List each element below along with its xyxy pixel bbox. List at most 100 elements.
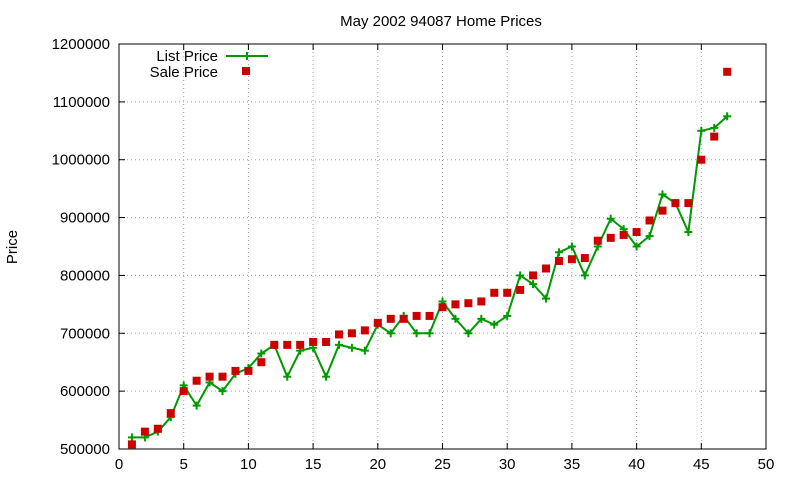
data-point: [503, 311, 512, 320]
data-point: [257, 358, 266, 367]
x-tick-label: 5: [180, 456, 188, 473]
data-point: [244, 366, 253, 375]
legend-marker-list-price: [243, 52, 251, 60]
data-point: [464, 329, 473, 338]
data-point: [723, 67, 732, 76]
data-point: [606, 233, 615, 242]
series-line: [131, 115, 728, 439]
data-point: [153, 424, 162, 433]
data-point: [542, 264, 551, 273]
data-point: [723, 112, 732, 121]
data-point: [606, 214, 615, 223]
data-point: [205, 372, 214, 381]
legend-label-list-price: List Price: [156, 48, 218, 65]
data-point: [347, 343, 356, 352]
y-tick-label: 800000: [60, 267, 110, 284]
legend-key-sale-price: [242, 67, 250, 75]
data-point: [697, 155, 706, 164]
data-point: [309, 337, 318, 346]
y-axis-label: Price: [4, 230, 21, 264]
x-tick-label: 15: [305, 456, 322, 473]
data-point: [192, 376, 201, 385]
data-point: [334, 340, 343, 349]
y-tick-label: 600000: [60, 383, 110, 400]
y-tick-label: 900000: [60, 210, 110, 227]
data-point: [671, 199, 680, 208]
data-point: [658, 190, 667, 199]
data-point: [451, 300, 460, 309]
data-series: [127, 67, 732, 449]
data-point: [386, 329, 395, 338]
data-point: [412, 329, 421, 338]
data-point: [218, 372, 227, 381]
data-point: [322, 372, 331, 381]
data-point: [386, 314, 395, 323]
data-point: [296, 340, 305, 349]
data-point: [179, 387, 188, 396]
data-point: [412, 311, 421, 320]
data-point: [580, 271, 589, 280]
data-point: [166, 409, 175, 418]
data-point: [529, 280, 538, 289]
data-point: [451, 314, 460, 323]
data-point: [619, 230, 628, 239]
data-point: [529, 271, 538, 280]
data-point: [360, 326, 369, 335]
x-tick-label: 0: [115, 456, 123, 473]
data-point: [632, 228, 641, 237]
data-point: [542, 294, 551, 303]
data-point: [373, 318, 382, 327]
data-point: [645, 216, 654, 225]
data-point: [231, 366, 240, 375]
y-tick-label: 1000000: [52, 152, 110, 169]
series-sale-price: [127, 67, 732, 449]
data-point: [632, 242, 641, 251]
data-point: [425, 311, 434, 320]
data-point: [593, 236, 602, 245]
x-tick-label: 25: [434, 456, 451, 473]
data-point: [425, 329, 434, 338]
data-point: [477, 297, 486, 306]
data-point: [218, 387, 227, 396]
y-tick-label: 1200000: [52, 36, 110, 53]
data-point: [283, 372, 292, 381]
x-tick-label: 30: [499, 456, 516, 473]
data-point: [567, 242, 576, 251]
data-point: [283, 340, 292, 349]
axes: 0 5 10 15 20 25 30 35 40 45 50 500000 600000 700000 80…: [52, 36, 775, 473]
data-point: [127, 440, 136, 449]
data-point: [710, 132, 719, 141]
x-tick-label: 10: [240, 456, 257, 473]
y-tick-label: 1100000: [53, 94, 110, 111]
legend-label-sale-price: Sale Price: [150, 64, 218, 81]
data-point: [697, 126, 706, 135]
data-point: [516, 285, 525, 294]
y-tick-label: 700000: [60, 325, 110, 342]
data-point: [322, 337, 331, 346]
data-point: [347, 329, 356, 338]
legend: List Price Sale Price: [150, 48, 268, 81]
data-point: [490, 288, 499, 297]
x-tick-label: 45: [693, 456, 710, 473]
series-list-price: [127, 112, 732, 442]
data-point: [710, 123, 719, 132]
x-tick-label: 35: [564, 456, 581, 473]
data-point: [490, 320, 499, 329]
data-point: [399, 314, 408, 323]
data-point: [580, 254, 589, 263]
data-point: [360, 346, 369, 355]
y-tick-label: 500000: [60, 441, 110, 458]
grid-lines: [119, 44, 766, 449]
data-point: [658, 206, 667, 215]
data-point: [503, 288, 512, 297]
data-point: [334, 330, 343, 339]
data-point: [684, 228, 693, 237]
data-point: [140, 427, 149, 436]
data-point: [567, 255, 576, 264]
data-point: [554, 248, 563, 257]
data-point: [464, 299, 473, 308]
data-point: [192, 401, 201, 410]
data-point: [684, 199, 693, 208]
